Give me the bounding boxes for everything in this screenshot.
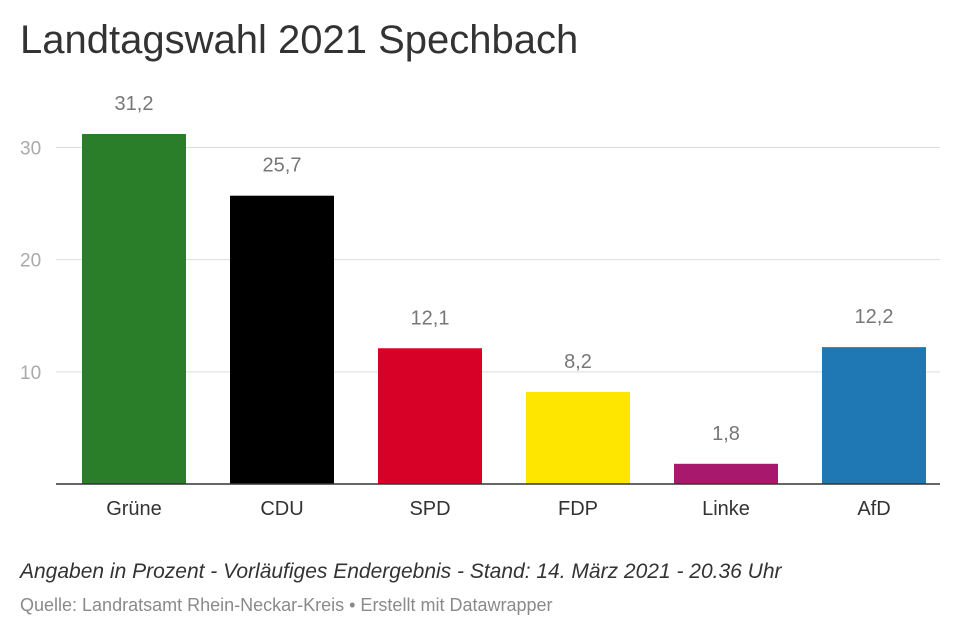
bar-grüne	[82, 134, 186, 484]
y-tick-label: 30	[20, 138, 41, 159]
x-tick-label: Grüne	[106, 498, 162, 520]
value-labels: 31,2 25,7 12,1 8,2 1,8 12,2	[115, 93, 894, 445]
x-tick-label: CDU	[260, 498, 303, 520]
y-tick-label: 10	[20, 363, 41, 384]
value-label: 8,2	[564, 351, 592, 373]
bar-afd	[822, 347, 926, 484]
y-axis: 10 20 30	[20, 138, 41, 383]
x-tick-label: Linke	[702, 498, 750, 520]
value-label: 31,2	[115, 93, 154, 115]
bar-fdp	[526, 392, 630, 484]
chart-source: Quelle: Landratsamt Rhein-Neckar-Kreis •…	[20, 595, 553, 615]
bar-cdu	[230, 195, 334, 484]
x-tick-label: FDP	[558, 498, 598, 520]
gridlines	[56, 146, 940, 373]
x-axis: Grüne CDU SPD FDP Linke AfD	[56, 483, 940, 520]
bar-linke	[674, 463, 778, 484]
value-label: 12,1	[411, 307, 450, 329]
value-label: 25,7	[263, 155, 302, 177]
bars	[82, 134, 926, 484]
chart-title: Landtagswahl 2021 Spechbach	[20, 18, 579, 62]
value-label: 1,8	[712, 423, 740, 445]
x-tick-label: SPD	[409, 498, 450, 520]
x-tick-label: AfD	[857, 498, 890, 520]
value-label: 12,2	[855, 306, 894, 328]
chart-notes: Angaben in Prozent - Vorläufiges Enderge…	[20, 560, 782, 583]
y-tick-label: 20	[20, 251, 41, 272]
bar-chart: 10 20 30 31,2 25,7 12,1 8,2 1,8 12,2 Grüne CDU SP…	[20, 93, 940, 520]
bar-spd	[378, 348, 482, 484]
